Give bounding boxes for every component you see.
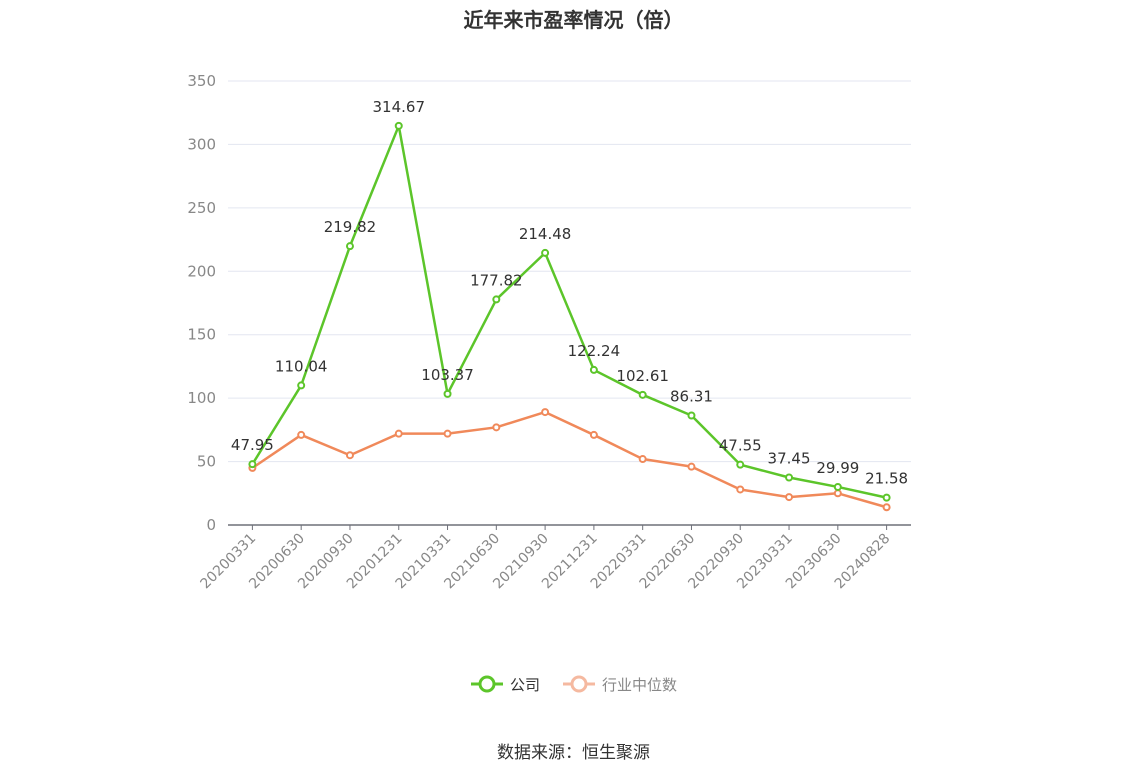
y-tick-label: 150: [187, 326, 216, 344]
series-line-company: [251, 124, 887, 499]
data-point-industry: [687, 462, 696, 471]
data-point-industry: [394, 429, 403, 438]
data-point-industry: [541, 408, 550, 417]
data-label-company: 37.45: [768, 449, 811, 467]
data-point-company: [248, 460, 257, 469]
data-source-note: 数据来源：恒生聚源: [497, 743, 650, 763]
legend-item-industry[interactable]: 行业中位数: [562, 673, 677, 695]
data-label-company: 102.61: [616, 367, 669, 385]
legend-industry-marker-icon: [563, 675, 596, 693]
data-label-company: 214.48: [519, 225, 572, 243]
data-point-industry: [882, 503, 891, 512]
data-point-company: [345, 242, 354, 251]
data-label-company: 103.37: [421, 366, 474, 384]
data-point-company: [394, 121, 403, 130]
series-line-industry: [251, 410, 887, 509]
data-point-company: [541, 248, 550, 257]
data-point-industry: [492, 423, 501, 432]
y-tick-label: 250: [187, 199, 216, 217]
y-tick-label: 350: [187, 72, 216, 90]
y-tick-label: 50: [197, 453, 216, 471]
data-point-industry: [297, 430, 306, 439]
data-point-company: [589, 365, 598, 374]
legend-company-marker-icon: [471, 675, 503, 693]
data-label-company: 47.95: [231, 436, 274, 454]
data-point-company: [785, 473, 794, 482]
data-label-company: 21.58: [865, 470, 908, 488]
data-point-industry: [833, 489, 842, 498]
data-point-industry: [345, 451, 354, 460]
legend-item-company[interactable]: 公司: [470, 673, 540, 695]
y-tick-label: 200: [187, 262, 216, 280]
y-tick-label: 100: [187, 389, 216, 407]
legend-label-industry: 行业中位数: [602, 675, 678, 694]
data-point-industry: [443, 429, 452, 438]
data-point-company: [882, 493, 891, 502]
data-point-industry: [638, 455, 647, 464]
data-label-company: 86.31: [670, 388, 713, 406]
data-label-company: 122.24: [568, 342, 621, 360]
data-label-company: 29.99: [816, 459, 859, 477]
data-point-company: [736, 460, 745, 469]
data-point-company: [833, 482, 842, 491]
data-point-company: [443, 389, 452, 398]
data-point-industry: [736, 485, 745, 494]
data-point-company: [492, 295, 501, 304]
y-tick-label: 300: [187, 135, 216, 153]
data-label-company: 314.67: [373, 98, 426, 116]
data-label-company: 219.82: [324, 218, 377, 236]
data-point-company: [638, 390, 647, 399]
data-label-company: 47.55: [719, 437, 762, 455]
chart-title: 近年来市盈率情况（倍）: [463, 8, 684, 32]
legend-label-company: 公司: [510, 675, 541, 694]
y-tick-label: 0: [206, 516, 216, 534]
data-point-industry: [785, 493, 794, 502]
data-point-company: [687, 411, 696, 420]
data-point-industry: [589, 430, 598, 439]
data-label-company: 110.04: [275, 357, 328, 375]
chart-legend: 公司 行业中位数: [470, 673, 699, 695]
data-point-company: [297, 381, 306, 390]
data-label-company: 177.82: [470, 271, 523, 289]
